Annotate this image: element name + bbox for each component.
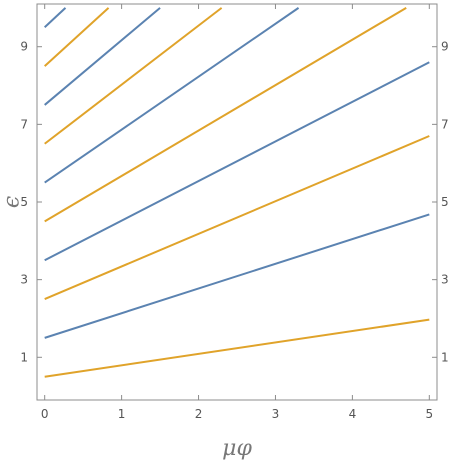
series-line-6 [44, 7, 300, 184]
series-line-2 [44, 213, 430, 339]
y-tick-label-left: 9 [20, 40, 28, 54]
plot-frame [36, 3, 438, 401]
series-layer [44, 7, 430, 378]
series-line-8 [44, 7, 161, 106]
tick-layer: 0 1 2 3 4 5 1 1 3 3 5 5 7 7 9 9 [20, 4, 449, 421]
x-tick-label: 5 [425, 407, 433, 421]
series-line-7 [44, 7, 223, 145]
x-axis-label: μφ [222, 436, 252, 461]
x-tick-label: 4 [349, 407, 357, 421]
x-tick-label: 1 [118, 407, 126, 421]
series-line-1 [44, 318, 430, 378]
series-line-5 [44, 7, 407, 223]
series-line-4 [44, 61, 430, 262]
y-tick-label-right: 5 [441, 195, 449, 209]
x-tick-label: 0 [41, 407, 49, 421]
x-tick-label: 2 [195, 407, 203, 421]
series-line-10 [44, 7, 67, 29]
y-tick-label-right: 9 [441, 40, 449, 54]
series-line-3 [44, 135, 430, 300]
series-line-9 [44, 7, 110, 67]
y-tick-label-right: 1 [441, 350, 449, 364]
y-tick-label-right: 3 [441, 273, 449, 287]
y-tick-label-right: 7 [441, 117, 449, 131]
y-tick-label-left: 3 [20, 273, 28, 287]
y-axis-label: ϵ [0, 196, 25, 208]
x-tick-label: 3 [272, 407, 280, 421]
y-tick-label-left: 5 [20, 195, 28, 209]
y-tick-label-left: 7 [20, 117, 28, 131]
y-tick-label-left: 1 [20, 350, 28, 364]
